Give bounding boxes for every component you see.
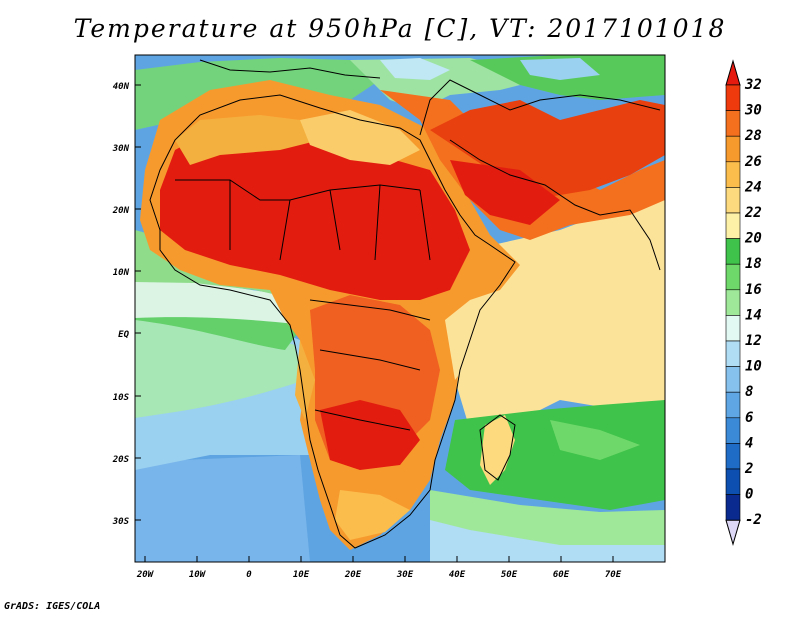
colorbar-segment <box>725 443 741 470</box>
plot-frame <box>134 54 666 563</box>
lat-label: 20N <box>112 206 130 216</box>
map-title: Temperature at 950hPa [C], VT: 201710101… <box>73 14 727 43</box>
temperature-field <box>135 55 665 562</box>
longitude-labels: 20W 10W 0 10E 20E 30E 40E 50E 60E 70E <box>136 570 622 580</box>
colorbar-segment <box>725 468 741 495</box>
lat-label: 30S <box>112 517 130 527</box>
colorbar-label: 28 <box>744 128 762 144</box>
colorbar-label: 22 <box>744 205 762 221</box>
colorbar <box>725 59 741 546</box>
colorbar-label: 32 <box>744 77 762 93</box>
lon-label: 10W <box>189 570 207 580</box>
lat-label: EQ <box>118 330 129 340</box>
lon-label: 40E <box>449 570 466 580</box>
colorbar-segment <box>725 391 741 419</box>
colorbar-label: -2 <box>745 512 762 528</box>
colorbar-segment <box>725 238 741 265</box>
colorbar-segment <box>725 161 741 188</box>
lon-label: 60E <box>553 570 570 580</box>
colorbar-segment <box>725 315 741 342</box>
lon-label: 20W <box>136 570 155 580</box>
colorbar-label: 0 <box>745 487 753 503</box>
colorbar-segment <box>725 289 741 316</box>
colorbar-segment <box>725 212 741 239</box>
lat-label: 40N <box>113 82 130 92</box>
colorbar-segment <box>725 340 741 367</box>
lat-label: 10S <box>113 393 130 403</box>
colorbar-label: 10 <box>745 359 762 375</box>
footer-credit: GrADS: IGES/COLA <box>4 601 101 612</box>
colorbar-label: 18 <box>745 256 762 272</box>
colorbar-label: 4 <box>745 435 753 451</box>
axis-ticks <box>135 84 614 562</box>
colorbar-segment <box>725 110 741 137</box>
lat-label: 10N <box>113 268 130 278</box>
colorbar-segment <box>725 84 741 111</box>
colorbar-segment <box>725 494 741 521</box>
colorbar-label: 8 <box>745 384 753 400</box>
colorbar-segment <box>725 366 741 393</box>
colorbar-segment <box>725 187 741 214</box>
lon-label: 20E <box>344 570 362 580</box>
colorbar-bottom-arrow <box>725 519 741 546</box>
colorbar-label: 14 <box>745 307 762 323</box>
colorbar-label: 24 <box>744 179 762 195</box>
latitude-labels: 40N 30N 20N 10N EQ 10S 20S 30S <box>112 82 130 527</box>
colorbar-label: 16 <box>745 282 762 298</box>
lon-label: 30E <box>396 570 414 580</box>
colorbar-top-arrow <box>725 59 741 86</box>
lat-label: 20S <box>112 455 130 465</box>
colorbar-segment <box>725 135 741 163</box>
colorbar-segment <box>725 263 741 291</box>
colorbar-label: 12 <box>745 333 762 349</box>
lat-label: 30N <box>112 144 130 154</box>
colorbar-label: 26 <box>744 154 762 170</box>
lon-label: 70E <box>605 570 622 580</box>
colorbar-segment <box>725 417 741 444</box>
colorbar-label: 30 <box>744 103 762 119</box>
lon-label: 10E <box>293 570 310 580</box>
colorbar-label: 20 <box>744 231 762 247</box>
colorbar-label: 6 <box>745 410 753 426</box>
lon-label: 50E <box>501 570 518 580</box>
lon-label: 0 <box>246 570 252 580</box>
colorbar-label: 2 <box>744 461 753 477</box>
coastlines <box>149 59 661 549</box>
